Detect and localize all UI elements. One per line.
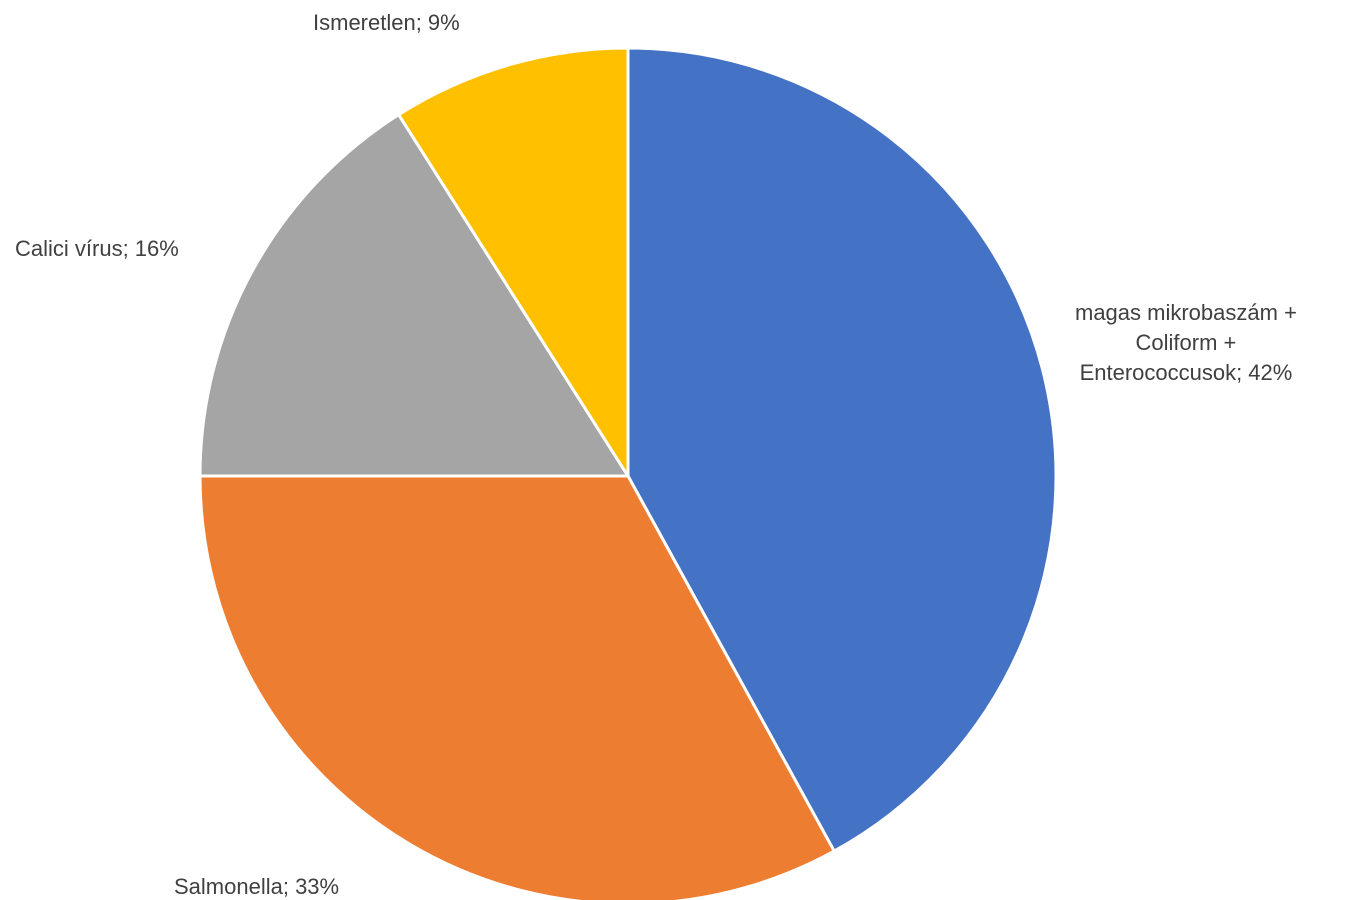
slice-label-salmonella: Salmonella; 33% (174, 872, 339, 900)
slice-label-calici: Calici vírus; 16% (15, 234, 179, 264)
slice-label-ismeretlen: Ismeretlen; 9% (313, 8, 460, 38)
slice-label-mikrobaszam: magas mikrobaszám + Coliform + Enterococ… (1075, 298, 1297, 388)
